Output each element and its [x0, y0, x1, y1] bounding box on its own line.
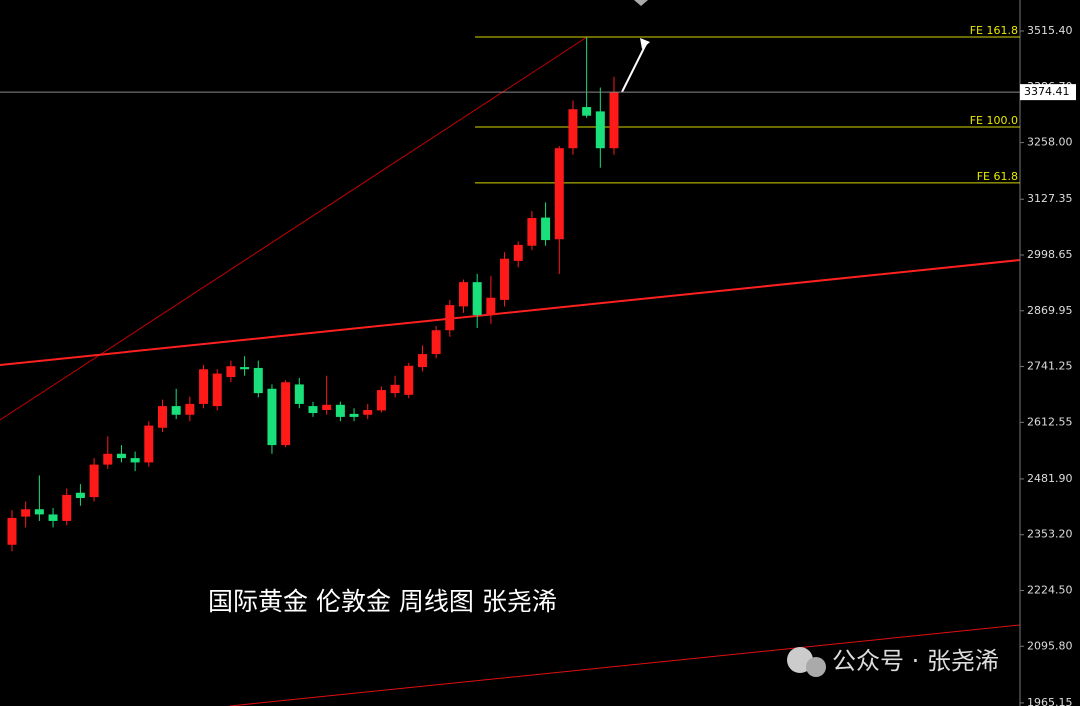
candle-body — [116, 453, 126, 459]
price-label: 3374.41 — [1024, 85, 1070, 98]
candle-body — [431, 330, 441, 355]
y-tick-label: 1965.15 — [1027, 696, 1073, 706]
candle-body — [472, 282, 482, 316]
candle-body — [21, 509, 31, 517]
y-tick-label: 2612.55 — [1027, 415, 1073, 428]
y-tick-label: 2869.95 — [1027, 304, 1073, 317]
candle-body — [294, 384, 304, 404]
y-tick-label: 3127.35 — [1027, 192, 1073, 205]
candle-body — [130, 458, 140, 463]
y-tick-label: 2998.65 — [1027, 248, 1073, 261]
candle-body — [417, 354, 427, 368]
candle-body — [199, 369, 209, 404]
candle-body — [253, 367, 263, 394]
trend-line — [229, 624, 1021, 706]
candle-body — [308, 406, 318, 414]
candle-body — [445, 305, 455, 331]
y-tick-label: 3515.40 — [1027, 24, 1073, 37]
y-tick-label: 2741.25 — [1027, 360, 1073, 373]
candle-body — [185, 403, 195, 415]
candle-body — [595, 111, 605, 149]
candle-body — [62, 494, 72, 521]
marker — [634, 0, 648, 6]
candle-body — [513, 244, 523, 261]
candle-body — [103, 453, 113, 465]
annotation: 国际黄金 伦敦金 周线图 张尧浠 — [208, 587, 557, 616]
candle-body — [226, 366, 236, 378]
price-label-box — [1020, 84, 1076, 101]
y-tick-label: 2481.90 — [1027, 472, 1073, 485]
candle-body — [171, 406, 181, 415]
arrow — [621, 43, 647, 93]
candle-body — [390, 384, 400, 394]
candle-body — [34, 509, 44, 515]
candle-body — [363, 409, 373, 415]
candle-body — [609, 92, 619, 149]
watermark: 公众号 · 张尧浠 — [832, 647, 999, 675]
candle-body — [158, 406, 167, 428]
candle-body — [267, 388, 277, 446]
candle-body — [568, 109, 578, 149]
candle-body — [527, 217, 537, 246]
y-tick-label: 2224.50 — [1027, 584, 1073, 597]
y-tick-label: 2095.80 — [1027, 639, 1073, 652]
candle-body — [376, 390, 386, 411]
candle-body — [48, 514, 58, 521]
arrow-head — [640, 38, 650, 49]
watermark-icon — [787, 647, 826, 677]
fib-label: FE 100.0 — [970, 114, 1018, 127]
candle-body — [322, 404, 332, 410]
candle-body — [212, 373, 222, 407]
candle-body — [541, 217, 551, 241]
candle-body — [75, 492, 85, 498]
trend-line — [0, 36, 588, 421]
y-tick-label: 3258.00 — [1027, 136, 1073, 149]
candle-body — [404, 365, 414, 395]
candle-body — [335, 404, 345, 417]
candle-body — [240, 367, 250, 370]
fib-label: FE 61.8 — [977, 170, 1018, 183]
candle-body — [486, 297, 496, 316]
y-tick-label: 2353.20 — [1027, 528, 1073, 541]
candle-body — [554, 148, 564, 240]
trend-line — [0, 259, 1021, 366]
fib-label: FE 161.8 — [970, 24, 1018, 37]
candle-body — [7, 517, 17, 545]
candle-body — [459, 282, 468, 307]
candle-body — [281, 382, 291, 446]
candle-body — [582, 107, 592, 116]
candle-body — [144, 425, 154, 463]
candle-body — [500, 258, 510, 300]
candle-body — [349, 413, 359, 417]
candle-body — [89, 464, 99, 498]
